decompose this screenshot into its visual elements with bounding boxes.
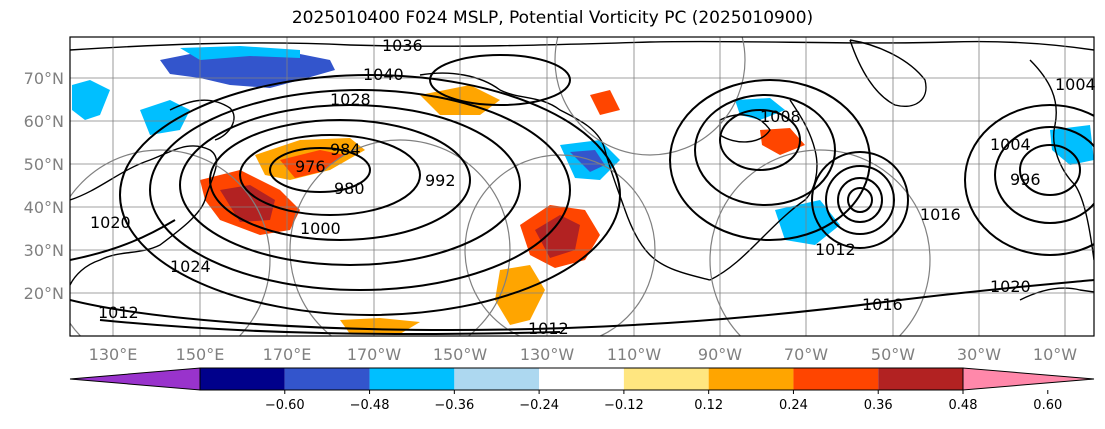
- low-center-atlantic: [847, 187, 873, 213]
- coastline-north-america-west: [604, 149, 711, 281]
- isobar-label: 1012: [815, 240, 856, 259]
- isobar-label: 1012: [98, 303, 139, 322]
- lon-label: 130°W: [520, 345, 575, 364]
- isobar-labels: 1036 1040 1028 1020 1024 1012 976 984 98…: [90, 36, 1096, 338]
- colorbar-tick-label: −0.48: [350, 398, 390, 413]
- colorbar-outline: [199, 367, 964, 391]
- colorbar-extend-low: [69, 367, 201, 391]
- isobar-label: 1016: [862, 295, 903, 314]
- coastline-europe: [1029, 59, 1094, 261]
- isobar-label: 1040: [363, 65, 404, 84]
- lat-label: 60°N: [24, 112, 64, 131]
- pv-positive-blob-canada: [760, 128, 805, 155]
- pv-shading: [72, 46, 1094, 334]
- lon-label: 170°E: [263, 345, 312, 364]
- high-center-alaska: [429, 54, 571, 106]
- low-center-north-pacific: [269, 147, 371, 193]
- coastline-north-africa: [1019, 287, 1094, 301]
- map-frame: [69, 36, 1095, 337]
- lon-label: 150°W: [433, 345, 488, 364]
- lon-label: 150°E: [176, 345, 225, 364]
- graticule: [70, 37, 1094, 336]
- lon-label: 10°W: [1033, 345, 1077, 364]
- latitude-labels: 70°N 60°N 50°N 40°N 30°N 20°N: [24, 69, 64, 303]
- colorbar-segment: [878, 368, 963, 390]
- lat-label: 50°N: [24, 155, 64, 174]
- isobar-label: 976: [295, 157, 326, 176]
- coastline-north-america-east: [709, 99, 818, 281]
- colorbar-segment: [369, 368, 455, 390]
- isobar-label: 1008: [760, 107, 801, 126]
- lon-label: 170°W: [347, 345, 402, 364]
- colorbar-tick-label: 0.48: [949, 398, 978, 413]
- pv-positive-blob-alaska-south: [590, 90, 620, 115]
- isobar-label: 992: [425, 171, 456, 190]
- colorbar: −0.60 −0.48 −0.36 −0.24 −0.12 0.12 0.24 0.36 0.4…: [69, 367, 1095, 413]
- pv-negative-blob-north-edge: [180, 46, 300, 60]
- lon-label: 70°W: [784, 345, 828, 364]
- isobar-label: 1012: [528, 319, 569, 338]
- colorbar-segment: [454, 368, 540, 390]
- isobar-label: 1004: [990, 135, 1031, 154]
- map-layers: [70, 37, 1094, 336]
- lat-label: 40°N: [24, 198, 64, 217]
- isobar-label: 996: [1010, 170, 1041, 189]
- isobar-label: 1000: [300, 219, 341, 238]
- colorbar-segment: [200, 368, 285, 390]
- low-center-canada: [719, 109, 801, 171]
- lon-label: 110°W: [607, 345, 662, 364]
- isobar-label: 1020: [990, 277, 1031, 296]
- lon-label: 30°W: [957, 345, 1001, 364]
- isobar-label: 984: [330, 140, 361, 159]
- colorbar-segment: [623, 368, 709, 390]
- isobar-label: 1004: [1055, 75, 1096, 94]
- colorbar-tick-label: −0.36: [434, 398, 474, 413]
- coastline-arctic: [70, 40, 1094, 51]
- pv-negative-blob-europe: [1050, 125, 1094, 165]
- colorbar-tick-label: −0.24: [519, 398, 559, 413]
- colorbar-tick-label: 0.60: [1033, 398, 1062, 413]
- colorbar-tick-label: 0.36: [864, 398, 893, 413]
- pv-negative-blob-west: [72, 80, 110, 120]
- coastline-asia: [70, 145, 218, 286]
- longitude-labels: 130°E 150°E 170°E 170°W 150°W 130°W 110°…: [89, 345, 1078, 364]
- lon-label: 90°W: [698, 345, 742, 364]
- isobar-label: 1024: [170, 257, 211, 276]
- pv-negative-blob-pacific-nw-inner: [570, 150, 605, 172]
- colorbar-tick-label: −0.60: [265, 398, 305, 413]
- lon-label: 50°W: [871, 345, 915, 364]
- isobar-label: 1028: [330, 90, 371, 109]
- colorbar-tick-label: 0.12: [694, 398, 723, 413]
- low-center-europe: [1019, 144, 1081, 196]
- coastline-kamchatka: [169, 99, 235, 141]
- lat-label: 30°N: [24, 241, 64, 260]
- coastline-alaska: [419, 72, 606, 151]
- colorbar-segment: [539, 368, 624, 390]
- colorbar-extend-high: [962, 367, 1095, 391]
- colorbar-segment: [708, 368, 794, 390]
- colorbar-segment: [793, 368, 879, 390]
- chart-title: 2025010400 F024 MSLP, Potential Vorticit…: [291, 8, 814, 28]
- isobar-label: 1036: [382, 36, 423, 55]
- colorbar-segment: [284, 368, 370, 390]
- pv-negative-blob-aleutian: [140, 100, 190, 135]
- range-circles: [70, 37, 931, 336]
- isobar-label: 1016: [920, 205, 961, 224]
- pv-positive-blob-west-pacific-inner: [220, 185, 275, 222]
- colorbar-tick-label: 0.24: [779, 398, 808, 413]
- mslp-isobars: [70, 54, 1094, 336]
- coastlines: [70, 39, 1094, 301]
- lat-label: 20°N: [24, 284, 64, 303]
- isobar-label: 1020: [90, 213, 131, 232]
- colorbar-tick-label: −0.12: [604, 398, 644, 413]
- lat-label: 70°N: [24, 69, 64, 88]
- pv-positive-blob-subtropic: [495, 265, 545, 325]
- isobar-label: 980: [334, 179, 365, 198]
- lon-label: 130°E: [89, 345, 138, 364]
- pv-positive-blob-central-pacific-inner: [535, 215, 580, 258]
